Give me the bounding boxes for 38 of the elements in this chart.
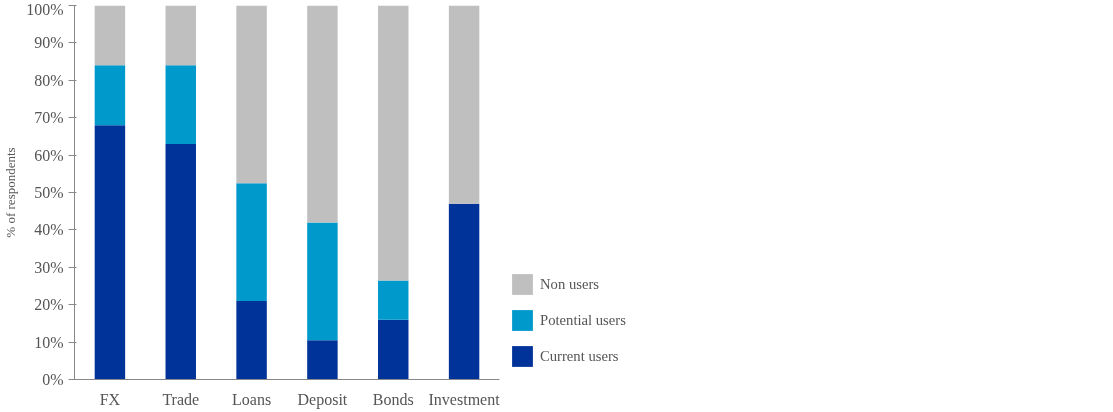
bar [236, 300, 267, 380]
legend-label: Non users [540, 275, 600, 293]
x-tick-label: Investment [428, 390, 501, 408]
y-tick-label: 10% [34, 333, 64, 351]
bar [378, 5, 409, 281]
bar [94, 5, 126, 66]
x-tick-label: Deposit [297, 390, 348, 409]
y-tick-label: 80% [34, 71, 64, 89]
x-tick-label: Bonds [372, 390, 414, 408]
y-tick-label: 50% [34, 184, 64, 201]
bar [307, 340, 338, 380]
x-tick-label: Trade [162, 390, 200, 408]
bar [378, 319, 409, 380]
x-tick-label: Loans [232, 390, 272, 408]
legend-label: Current users [540, 347, 619, 365]
bar [236, 183, 267, 301]
y-tick-label: 70% [34, 109, 64, 127]
bar [94, 125, 126, 380]
y-tick-label: 90% [34, 34, 64, 52]
y-axis-title: % of respondents [3, 147, 19, 238]
bar [165, 143, 196, 380]
bar [165, 65, 196, 144]
bar [448, 203, 480, 380]
bar [307, 5, 338, 223]
bar [448, 5, 480, 204]
y-tick-label: 0% [42, 371, 64, 388]
bar [378, 280, 409, 320]
bar [307, 222, 338, 341]
y-tick-label: 40% [34, 221, 64, 239]
y-tick-label: 100% [26, 0, 64, 18]
y-tick-label: 20% [34, 296, 64, 314]
legend-label: Potential users [540, 311, 626, 329]
bar [165, 5, 196, 66]
bar [236, 5, 267, 184]
x-tick-label: FX [99, 390, 121, 408]
bar [94, 65, 126, 126]
y-tick-label: 30% [34, 258, 64, 276]
y-tick-label: 60% [34, 146, 64, 164]
